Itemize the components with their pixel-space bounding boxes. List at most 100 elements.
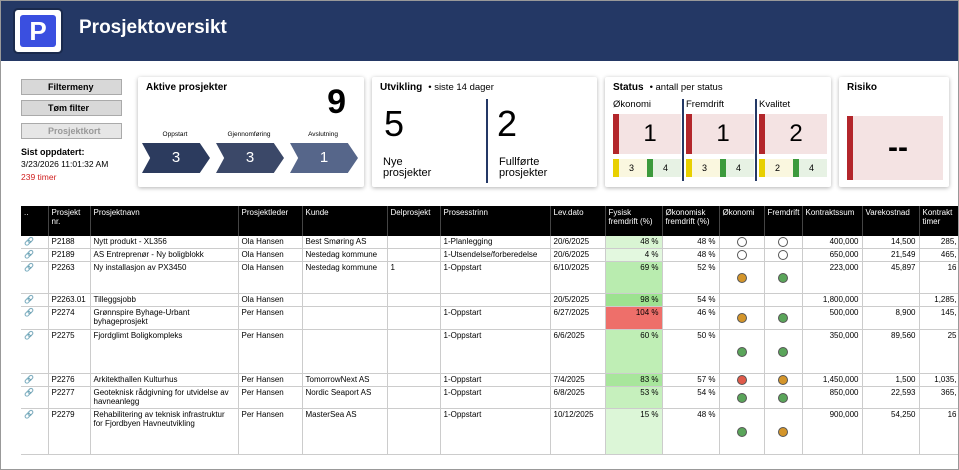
yellow-count: 2 bbox=[759, 159, 793, 177]
link-icon: 🔗 bbox=[24, 331, 34, 340]
column-header: Økonomi bbox=[719, 206, 765, 236]
link-icon: 🔗 bbox=[24, 237, 34, 246]
header-bar: P Prosjektoversikt bbox=[1, 1, 958, 61]
table-cell: 48 % bbox=[605, 236, 663, 249]
status-cell bbox=[719, 386, 765, 409]
table-cell: P2276 bbox=[48, 373, 91, 387]
table-cell: 6/27/2025 bbox=[550, 306, 606, 330]
table-cell: 89,560 bbox=[862, 329, 920, 374]
red-count: 2 bbox=[759, 114, 827, 154]
table-cell: 1,800,000 bbox=[802, 293, 863, 307]
table-row: 🔗 P2276 Arkitekthallen Kulturhus Per Hansen… bbox=[21, 373, 958, 387]
table-cell: Per Hansen bbox=[238, 408, 303, 455]
table-cell: 6/6/2025 bbox=[550, 329, 606, 374]
table-cell: P2275 bbox=[48, 329, 91, 374]
table-cell: Ny installasjon av PX3450 bbox=[90, 261, 239, 294]
table-row: 🔗 P2274 Grønnspire Byhage-Urbant byhagepro… bbox=[21, 306, 958, 330]
status-cell bbox=[719, 306, 765, 330]
status-dot bbox=[736, 346, 747, 357]
table-cell: 50 % bbox=[662, 329, 720, 374]
link-icon: 🔗 bbox=[24, 250, 34, 259]
separator bbox=[682, 99, 684, 181]
table-cell: TomorrowNext AS bbox=[302, 373, 388, 387]
link-icon-cell: 🔗 bbox=[21, 306, 49, 330]
table-cell: 1-Oppstart bbox=[440, 373, 551, 387]
table-cell: 1-Oppstart bbox=[440, 408, 551, 455]
link-icon-cell: 🔗 bbox=[21, 293, 49, 307]
logo: P bbox=[13, 8, 63, 54]
status-card: Status • antall per status Økonomi 1 3 4 Frem… bbox=[605, 77, 831, 187]
active-card: Aktive prosjekter 9 Oppstart 3 Gjennomføri… bbox=[138, 77, 364, 187]
done-count: 2 bbox=[497, 103, 518, 144]
table-cell: P2189 bbox=[48, 248, 91, 262]
group-label: Kvalitet bbox=[759, 99, 791, 110]
table-cell bbox=[387, 306, 441, 330]
table-cell: 22,593 bbox=[862, 386, 920, 409]
status-cell bbox=[764, 306, 803, 330]
phase-count: 1 bbox=[290, 143, 358, 173]
table-cell: Rehabilitering av teknisk infrastruktur … bbox=[90, 408, 239, 455]
table-cell: Per Hansen bbox=[238, 386, 303, 409]
status-cell bbox=[764, 248, 803, 262]
table-cell: 1,035, bbox=[919, 373, 958, 387]
status-cell bbox=[764, 293, 803, 307]
table-cell: 4 % bbox=[605, 248, 663, 262]
done-label: Fullførte prosjekter bbox=[499, 156, 548, 179]
table-cell: Arkitekthallen Kulturhus bbox=[90, 373, 239, 387]
separator bbox=[755, 99, 757, 181]
column-header: Fysisk fremdrift (%) bbox=[605, 206, 663, 236]
status-cell bbox=[719, 373, 765, 387]
table-row: 🔗 P2188 Nytt produkt - XL356 Ola Hansen Best… bbox=[21, 236, 958, 249]
table-cell: 16 bbox=[919, 261, 958, 294]
status-dot bbox=[736, 392, 747, 403]
table-cell: 6/10/2025 bbox=[550, 261, 606, 294]
status-dot bbox=[736, 250, 747, 260]
status-dot bbox=[778, 272, 788, 283]
table-cell: 1-Oppstart bbox=[440, 329, 551, 374]
column-header: Kontraktssum bbox=[802, 206, 863, 236]
status-dot bbox=[778, 392, 788, 403]
link-icon: 🔗 bbox=[24, 308, 34, 317]
table-cell bbox=[302, 329, 388, 374]
table-cell: AS Entreprenør - Ny boligblokk bbox=[90, 248, 239, 262]
filter-menu-button[interactable]: Filtermeny bbox=[21, 79, 122, 95]
table-cell: P2263 bbox=[48, 261, 91, 294]
table-cell: 1-Utsendelse/forberedelse bbox=[440, 248, 551, 262]
table-cell: 16 bbox=[919, 408, 958, 455]
new-count: 5 bbox=[384, 103, 405, 144]
table-cell bbox=[387, 236, 441, 249]
table-cell: 350,000 bbox=[802, 329, 863, 374]
link-icon-cell: 🔗 bbox=[21, 386, 49, 409]
table-cell bbox=[387, 248, 441, 262]
status-dot bbox=[778, 250, 788, 260]
table-cell bbox=[387, 329, 441, 374]
project-card-button[interactable]: Prosjektkort bbox=[21, 123, 122, 139]
table-cell: 57 % bbox=[662, 373, 720, 387]
status-dot bbox=[778, 237, 788, 247]
table-cell: 20/5/2025 bbox=[550, 293, 606, 307]
status-dot bbox=[778, 346, 788, 357]
link-icon-cell: 🔗 bbox=[21, 408, 49, 455]
table-cell: 83 % bbox=[605, 373, 663, 387]
table-cell: Ola Hansen bbox=[238, 248, 303, 262]
column-header: Økonomisk fremdrift (%) bbox=[662, 206, 720, 236]
table-cell: 21,549 bbox=[862, 248, 920, 262]
column-header: Prosjekt nr. bbox=[48, 206, 91, 236]
status-cell bbox=[764, 373, 803, 387]
link-icon-cell: 🔗 bbox=[21, 261, 49, 294]
status-dot bbox=[736, 272, 747, 283]
yellow-count: 3 bbox=[613, 159, 647, 177]
table-cell: 365, bbox=[919, 386, 958, 409]
updated-age: 239 timer bbox=[21, 172, 57, 182]
table-cell bbox=[387, 373, 441, 387]
table-cell: Nestedag kommune bbox=[302, 248, 388, 262]
column-header: Lev.dato bbox=[550, 206, 606, 236]
table-cell: 1-Planlegging bbox=[440, 236, 551, 249]
table-cell bbox=[440, 293, 551, 307]
table-cell: Ola Hansen bbox=[238, 261, 303, 294]
table-row: 🔗 P2263.01 Tilleggsjobb Ola Hansen 20/5/2025… bbox=[21, 293, 958, 307]
clear-filter-button[interactable]: Tøm filter bbox=[21, 100, 122, 116]
status-cell bbox=[719, 261, 765, 294]
table-cell: 10/12/2025 bbox=[550, 408, 606, 455]
logo-letter: P bbox=[20, 15, 56, 47]
